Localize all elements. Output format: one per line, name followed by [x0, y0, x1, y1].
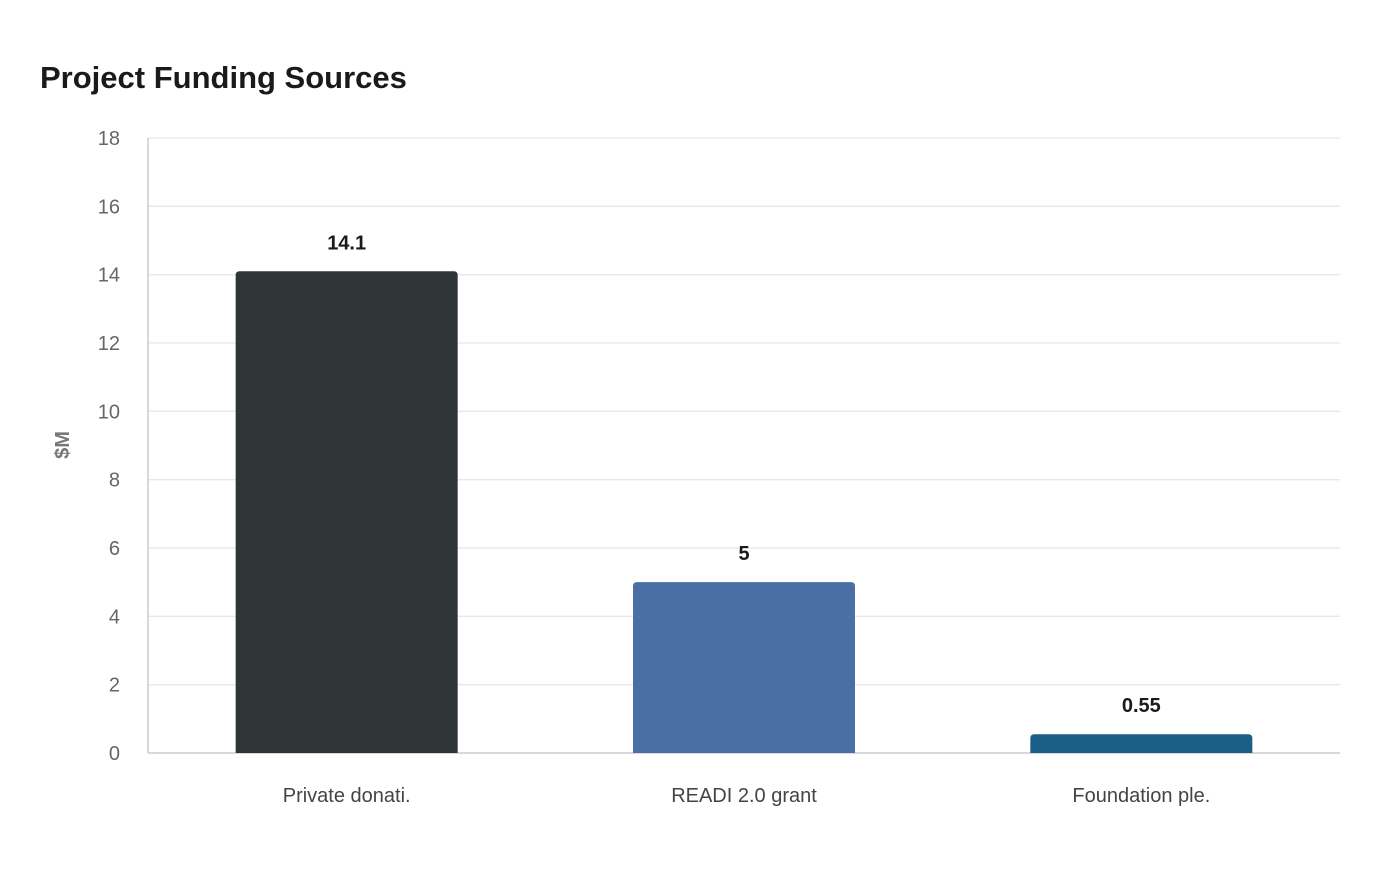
chart-title: Project Funding Sources — [40, 60, 407, 95]
y-tick-label: 14 — [98, 265, 120, 287]
y-axis-title: $M — [52, 431, 74, 459]
x-category-label: READI 2.0 grant — [671, 785, 817, 807]
x-category-label: Private donati. — [283, 785, 411, 807]
y-tick-label: 2 — [109, 675, 120, 697]
data-label: 14.1 — [327, 232, 366, 254]
data-label: 0.55 — [1122, 695, 1161, 717]
y-tick-label: 8 — [109, 470, 120, 492]
bar — [633, 582, 855, 753]
x-category-label: Foundation ple. — [1072, 785, 1210, 807]
data-label: 5 — [738, 543, 749, 565]
y-tick-label: 4 — [109, 606, 120, 628]
bar — [235, 271, 458, 753]
y-tick-label: 12 — [98, 333, 120, 355]
y-tick-label: 18 — [98, 128, 120, 150]
bar — [1030, 734, 1253, 753]
y-tick-label: 10 — [98, 401, 120, 423]
labels: 0 2 4 6 8 10 12 14 16 18 14.1 Private donati. 5 READI… — [98, 128, 1211, 807]
bars — [235, 271, 1253, 753]
y-tick-label: 0 — [109, 743, 120, 765]
y-tick-label: 6 — [109, 538, 120, 560]
y-tick-label: 16 — [98, 196, 120, 218]
